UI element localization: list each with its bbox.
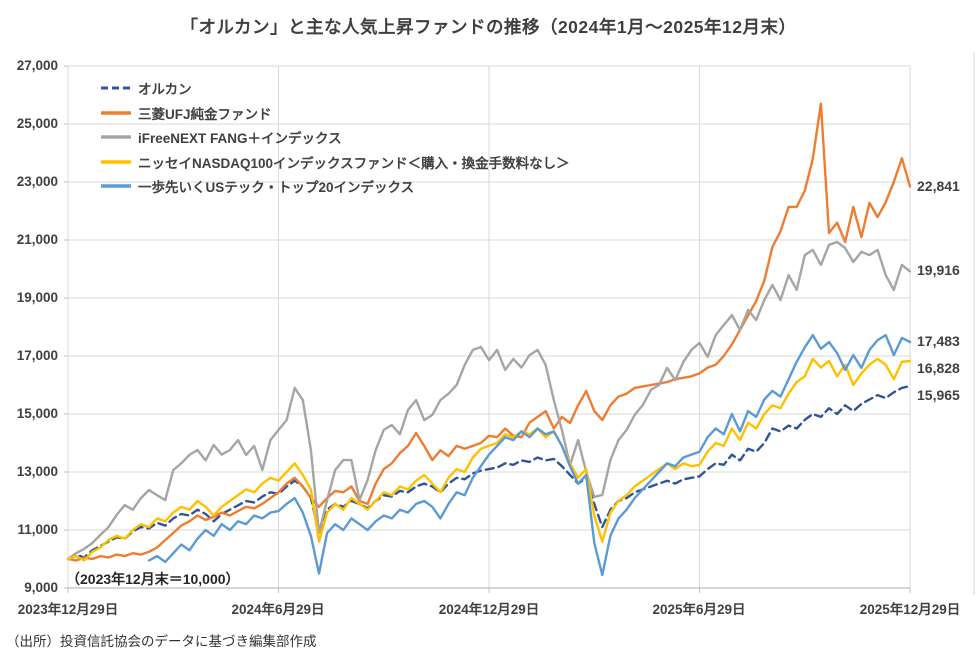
y-tick-label: 13,000 xyxy=(16,464,58,479)
legend-item: ニッセイNASDAQ100インデックスファンド＜購入・換金手数料なし＞ xyxy=(100,150,570,175)
source-note: （出所）投資信託協会のデータに基づき編集部作成 xyxy=(6,634,317,649)
legend-line-swatch xyxy=(101,184,131,188)
series-line-0 xyxy=(66,384,912,561)
end-value-label: 16,828 xyxy=(917,359,960,376)
legend-line-swatch xyxy=(101,135,131,139)
chart-title: 「オルカン」と主な人気上昇ファンドの推移（2024年1月～2025年12月末） xyxy=(180,17,797,37)
legend-item: 一歩先いくUSテック・トップ20インデックス xyxy=(100,174,570,199)
legend-label: 一歩先いくUSテック・トップ20インデックス xyxy=(138,180,415,196)
end-value-label: 15,965 xyxy=(917,386,960,403)
legend-line-swatch xyxy=(101,86,131,90)
legend-item: iFreeNEXT FANG＋インデックス xyxy=(100,125,570,150)
y-tick-label: 9,000 xyxy=(24,580,58,595)
series-line-2 xyxy=(66,240,912,561)
series-line-4 xyxy=(147,333,912,577)
legend-label: ニッセイNASDAQ100インデックスファンド＜購入・換金手数料なし＞ xyxy=(138,155,570,171)
y-tick-label: 17,000 xyxy=(16,348,58,363)
y-tick-label: 19,000 xyxy=(16,290,58,305)
legend-item: オルカン xyxy=(100,76,570,101)
base-value-annotation: （2023年12月末＝10,000） xyxy=(66,571,240,587)
legend-label: 三菱UFJ純金ファンド xyxy=(138,106,272,122)
legend-label: iFreeNEXT FANG＋インデックス xyxy=(138,131,342,147)
y-tick-label: 25,000 xyxy=(16,116,58,131)
x-tick-label: 2023年12月29日 xyxy=(17,602,119,617)
series-line-1 xyxy=(66,102,912,562)
y-tick-label: 21,000 xyxy=(16,232,58,247)
y-tick-label: 23,000 xyxy=(16,174,58,189)
end-value-label: 17,483 xyxy=(917,332,960,349)
legend-line-swatch xyxy=(101,160,131,164)
y-tick-label: 11,000 xyxy=(17,522,58,537)
end-value-label: 22,841 xyxy=(917,177,960,194)
legend-line-swatch xyxy=(101,111,131,115)
legend-item: 三菱UFJ純金ファンド xyxy=(100,101,570,126)
x-tick-label: 2025年6月29日 xyxy=(652,602,746,617)
end-value-label: 19,916 xyxy=(917,262,960,279)
legend: オルカン 三菱UFJ純金ファンド iFreeNEXT FANG＋インデックス ニ… xyxy=(100,76,570,199)
x-tick-label: 2024年6月29日 xyxy=(231,602,325,617)
legend-label: オルカン xyxy=(138,82,192,98)
y-tick-label: 27,000 xyxy=(16,58,58,73)
x-tick-label: 2025年12月29日 xyxy=(859,602,961,617)
series-line-3 xyxy=(66,357,912,562)
x-tick-label: 2024年12月29日 xyxy=(438,602,540,617)
y-tick-label: 15,000 xyxy=(16,406,58,421)
